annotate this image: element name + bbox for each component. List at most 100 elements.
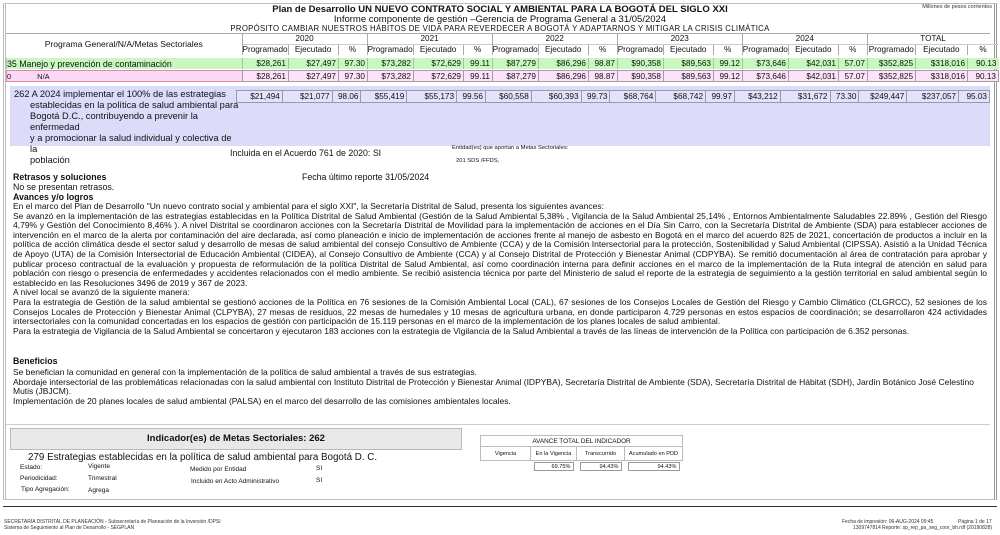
col-en-vigencia: En la Vigencia bbox=[530, 446, 577, 461]
meta-line: 262 A 2024 implementar el 100% de las es… bbox=[14, 89, 226, 99]
value-cell: 57.07 bbox=[838, 70, 868, 82]
subheader-pct: % bbox=[337, 43, 368, 55]
year-header: 2022 bbox=[491, 33, 618, 44]
na-code: 0 bbox=[7, 71, 12, 81]
na-label: 0 N/A bbox=[7, 71, 243, 82]
beneficio-item: Implementación de 20 planes locales de s… bbox=[13, 395, 511, 406]
estado-label: Estado: bbox=[20, 464, 43, 471]
avances-text: En el marco del Plan de Desarrollo "Un n… bbox=[13, 201, 987, 336]
col-vigencia: Vigencia bbox=[480, 446, 531, 461]
value-cell: 99.11 bbox=[463, 58, 493, 69]
footer-divider bbox=[3, 506, 997, 507]
subheader-programado: Programado bbox=[241, 43, 289, 55]
fecha-ultimo-reporte: Fecha último reporte 31/05/2024 bbox=[302, 172, 430, 182]
avances-paragraph: Para la estrategia de Gestión de la salu… bbox=[13, 296, 987, 327]
meta-line: población bbox=[30, 155, 70, 165]
value-cell: $352,825 bbox=[867, 70, 916, 82]
year-header: 2024 bbox=[741, 33, 868, 44]
indicator-section-title: Indicador(es) de Metas Sectoriales: 262 bbox=[10, 428, 462, 450]
year-header: 2021 bbox=[366, 33, 493, 44]
value-cell: 99.11 bbox=[463, 70, 493, 82]
subheader-ejecutado: Ejecutado bbox=[537, 43, 589, 55]
value-cell: $68,764 bbox=[609, 90, 657, 103]
tipo-agregacion-value: Agrega bbox=[88, 487, 109, 494]
avances-paragraph: A nivel local se avanzó de la siguiente … bbox=[13, 287, 190, 298]
value-cell: $73,646 bbox=[742, 70, 789, 82]
subheader-programado: Programado bbox=[366, 43, 414, 55]
value-cell: 99.97 bbox=[705, 90, 735, 103]
subheader-ejecutado: Ejecutado bbox=[662, 43, 714, 55]
value-cell: $68,742 bbox=[655, 90, 707, 103]
report-title: Plan de Desarrollo UN NUEVO CONTRATO SOC… bbox=[272, 4, 728, 15]
year-header: 2023 bbox=[616, 33, 743, 44]
value-cell: $90,358 bbox=[617, 58, 664, 69]
avances-title: Avances y/o logros bbox=[13, 192, 94, 202]
footer-system: Sistema de Seguimiento al Plan de Desarr… bbox=[4, 525, 135, 531]
value-cell: $90,358 bbox=[617, 70, 664, 82]
periodicidad-label: Periodicidad: bbox=[20, 475, 58, 482]
subheader-pct: % bbox=[462, 43, 493, 55]
meta-sectorial-block: 262 A 2024 implementar el 100% de las es… bbox=[10, 86, 990, 165]
avances-paragraph: Se avanzó en la implementación de las es… bbox=[13, 210, 987, 288]
value-cell: 99.12 bbox=[713, 58, 743, 69]
value-cell: $73,282 bbox=[367, 70, 414, 82]
report-subtitle: Informe componente de gestión –Gerencia … bbox=[333, 14, 667, 25]
subheader-programado: Programado bbox=[616, 43, 664, 55]
value-cell: $27,497 bbox=[288, 58, 339, 69]
value-cell: 98.87 bbox=[588, 70, 618, 82]
meta-line: y a promocionar la salud individual y co… bbox=[30, 133, 232, 154]
year-header: 2020 bbox=[241, 33, 368, 44]
value-cell: $87,279 bbox=[492, 58, 539, 69]
value-cell: $43,212 bbox=[733, 90, 781, 103]
value-cell: $86,296 bbox=[538, 58, 589, 69]
value-cell: 97.30 bbox=[338, 58, 368, 69]
value-cell: 73.30 bbox=[829, 90, 860, 103]
subheader-ejecutado: Ejecutado bbox=[287, 43, 339, 55]
subheader-programado: Programado bbox=[491, 43, 539, 55]
value-cell: $60,393 bbox=[530, 90, 582, 103]
incluido-value: SI bbox=[316, 477, 323, 484]
value-cell: $55,173 bbox=[406, 90, 458, 103]
acuerdo-flag: Incluida en el Acuerdo 761 de 2020: SI bbox=[230, 148, 382, 158]
label-column-header: Programa General/N/A/Metas Sectoriales bbox=[44, 39, 203, 49]
avance-title: AVANCE TOTAL DEL INDICADOR bbox=[480, 435, 683, 447]
year-header: TOTAL bbox=[866, 33, 999, 44]
value-cell: $318,016 bbox=[915, 70, 968, 82]
report-frame bbox=[3, 3, 997, 500]
programa-row: 35 Manejo y prevención de contaminación $… bbox=[6, 58, 999, 69]
report-id: 1309747814 bbox=[853, 525, 881, 531]
value-cell: 99.12 bbox=[713, 70, 743, 82]
medido-value: SI bbox=[316, 465, 323, 472]
avances-paragraph: Para la estrategia de Vigilancia de la S… bbox=[13, 325, 910, 336]
value-cell: $72,629 bbox=[413, 58, 464, 69]
value-cell: 57.07 bbox=[838, 58, 868, 69]
value-cell: $28,261 bbox=[242, 70, 289, 82]
value-cell: $60,558 bbox=[484, 90, 532, 103]
value-cell: $21,077 bbox=[281, 90, 333, 103]
meta-line: Bogotá D.C., contribuyendo a prevenir la… bbox=[30, 111, 198, 132]
value-cell: $72,629 bbox=[413, 70, 464, 82]
avances-paragraph: En el marco del Plan de Desarrollo "Un n… bbox=[13, 201, 604, 211]
subheader-pct: % bbox=[837, 43, 868, 55]
subheader-programado: Programado bbox=[741, 43, 789, 55]
value-cell: $28,261 bbox=[242, 58, 289, 69]
subheader-pct: % bbox=[587, 43, 618, 55]
meta-values: $21,494 $21,077 98.06 $55,419 $55,173 99.56 $6… bbox=[236, 90, 990, 103]
avance-total-table: AVANCE TOTAL DEL INDICADOR Vigencia En l… bbox=[480, 435, 683, 472]
programa-label: 35 Manejo y prevención de contaminación bbox=[6, 58, 243, 69]
beneficios-title: Beneficios bbox=[13, 356, 58, 366]
meta-description: 262 A 2024 implementar el 100% de las es… bbox=[14, 89, 239, 166]
retrasos-text: No se presentan retrasos. bbox=[13, 182, 115, 192]
value-cell: $89,563 bbox=[663, 70, 714, 82]
subheader-ejecutado: Ejecutado bbox=[412, 43, 464, 55]
na-row: 0 N/A $28,261 $27,497 97.30 $73,282 $72,629 99.… bbox=[6, 70, 999, 82]
value-cell: $87,279 bbox=[492, 70, 539, 82]
indicator-section bbox=[6, 424, 990, 500]
value-cell: $55,419 bbox=[360, 90, 408, 103]
value-cell: $86,296 bbox=[538, 70, 589, 82]
value-cell: $73,646 bbox=[742, 58, 789, 69]
en-vigencia-value: 69.75% bbox=[533, 462, 574, 471]
value-cell: $237,057 bbox=[906, 90, 960, 103]
value-cell: 95.03 bbox=[958, 90, 990, 103]
beneficios-text: Se benefician la comunidad en general co… bbox=[13, 367, 987, 406]
